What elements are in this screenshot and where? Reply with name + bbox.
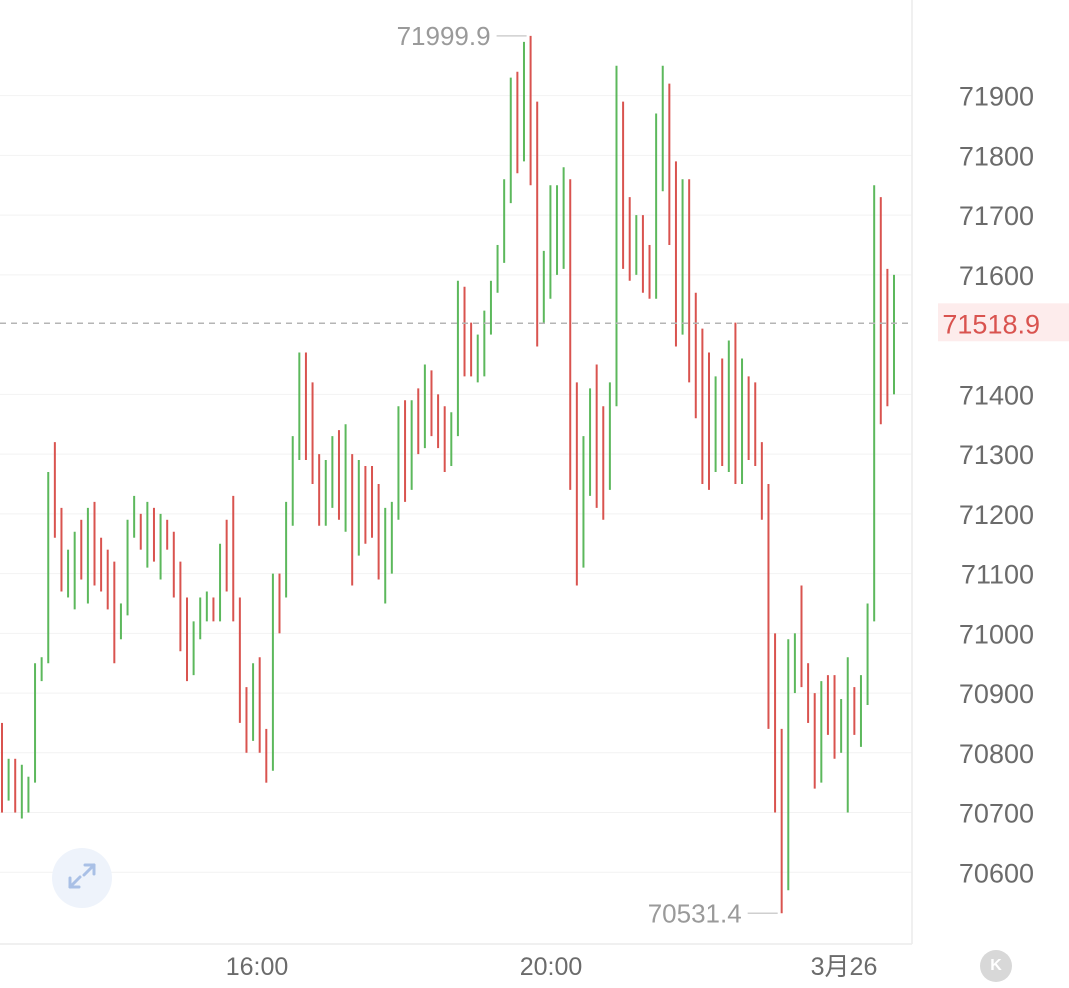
y-tick-label: 71300 [959, 440, 1034, 470]
x-tick-label: 20:00 [520, 953, 583, 981]
y-tick-label: 71900 [959, 82, 1034, 112]
y-axis-tick-labels: 71900 71800 71700 71600 71400 71300 71200 71100… [959, 82, 1034, 889]
current-price-badge [938, 303, 1069, 342]
k-line-toggle-button[interactable]: K [980, 950, 1012, 982]
y-tick-label: 70700 [959, 799, 1034, 829]
y-tick-label: 70600 [959, 858, 1034, 888]
k-button-label: K [990, 957, 1002, 974]
y-tick-label: 71700 [959, 201, 1034, 231]
y-tick-label: 71000 [959, 619, 1034, 649]
y-tick-label: 71600 [959, 261, 1034, 291]
expand-chart-button[interactable] [52, 848, 112, 908]
low-price-label: 70531.4 [648, 898, 742, 928]
expand-arrows-icon [62, 856, 102, 901]
y-tick-label: 71400 [959, 380, 1034, 410]
current-price-indicator: 71518.9 [0, 303, 1069, 342]
extremes-annotations: 71999.9 70531.4 [397, 21, 778, 928]
y-tick-label: 70900 [959, 679, 1034, 709]
y-tick-label: 71200 [959, 500, 1034, 530]
current-price-label: 71518.9 [942, 309, 1040, 339]
gridlines [0, 95, 912, 873]
x-tick-label: 16:00 [226, 953, 289, 981]
x-axis-tick-labels: 16:00 20:00 3月26 [226, 953, 878, 981]
ohlc-bars [1, 35, 895, 914]
high-price-label: 71999.9 [397, 21, 491, 51]
y-tick-label: 71100 [961, 560, 1034, 590]
x-tick-label: 3月26 [811, 953, 878, 981]
y-tick-label: 71800 [959, 141, 1034, 171]
y-tick-label: 70800 [959, 739, 1034, 769]
